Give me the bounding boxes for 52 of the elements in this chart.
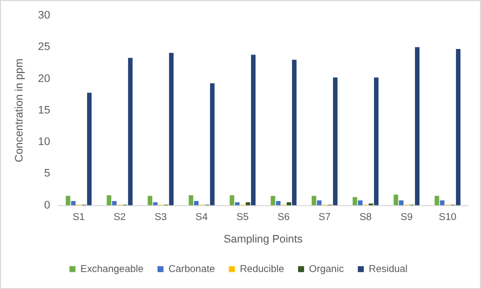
- x-tick-label: S6: [278, 212, 290, 224]
- x-tick-label: S8: [360, 212, 372, 224]
- x-tick-label: S1: [72, 212, 86, 224]
- x-tick-label: S10: [438, 212, 457, 224]
- bar: [332, 78, 338, 206]
- bar: [292, 60, 297, 206]
- bar: [87, 92, 92, 206]
- bar: [286, 202, 292, 206]
- x-tick-label: S4: [196, 212, 208, 224]
- bar: [169, 52, 174, 206]
- legend-label: Exchangeable: [80, 264, 144, 275]
- bar: [71, 200, 76, 206]
- bar: [374, 78, 379, 206]
- bar: [210, 83, 215, 206]
- bar: [414, 47, 420, 206]
- legend-label: Organic: [309, 264, 344, 275]
- y-axis-title: Concentration in ppm: [14, 58, 26, 162]
- bar: [106, 195, 112, 206]
- y-tick-label: 30: [38, 10, 50, 22]
- y-tick-label: 5: [44, 168, 50, 180]
- x-tick-label: S7: [318, 212, 332, 224]
- bar: [352, 197, 358, 206]
- bar: [434, 196, 440, 206]
- y-tick-label: 25: [38, 41, 50, 54]
- legend-label: Carbonate: [168, 264, 216, 275]
- bar: [148, 196, 152, 206]
- y-tick-label: 15: [38, 104, 50, 116]
- bar: [251, 54, 256, 206]
- bar: [230, 195, 234, 206]
- bar: [276, 200, 281, 206]
- bar: [456, 49, 460, 206]
- bar: [235, 202, 240, 206]
- bar: [312, 196, 316, 206]
- bar: [246, 202, 250, 206]
- x-tick-label: S2: [114, 212, 126, 224]
- bar: [270, 196, 276, 206]
- x-axis-title: Sampling Points: [224, 234, 304, 246]
- y-tick-label: 0: [44, 199, 50, 212]
- bar: [194, 200, 199, 206]
- x-tick-label: S5: [236, 212, 250, 224]
- x-tick-label: S3: [154, 212, 168, 224]
- bar: [153, 202, 158, 206]
- legend-label: Reducible: [240, 264, 285, 275]
- y-tick-label: 20: [38, 72, 50, 85]
- bar: [188, 195, 194, 206]
- y-tick-label: 10: [38, 136, 50, 148]
- bar: [66, 196, 70, 206]
- bar: [394, 194, 398, 206]
- bar: [128, 58, 133, 206]
- x-tick-label: S9: [400, 212, 414, 224]
- legend-label: Residual: [368, 264, 408, 275]
- bar: [112, 200, 117, 206]
